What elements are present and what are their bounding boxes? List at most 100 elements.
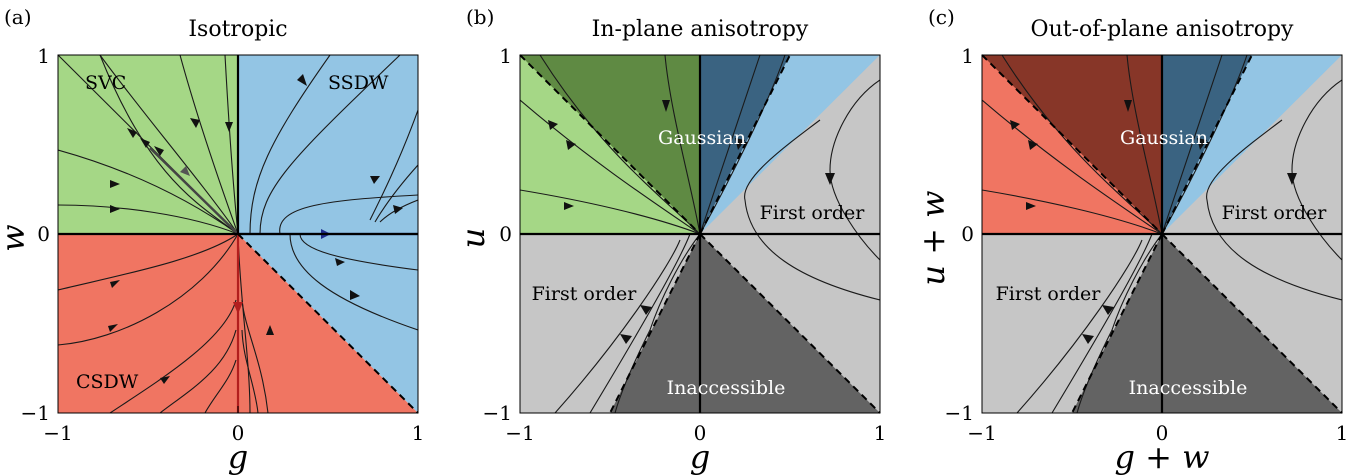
arrowhead — [1124, 100, 1132, 112]
panel-c: (c) Out-of-plane anisotropy Gaussian Fir… — [914, 5, 1348, 476]
flow-line — [982, 99, 1163, 235]
arrowhead — [1197, 138, 1207, 150]
arrowhead — [1287, 173, 1297, 185]
region-label-svc: SVC — [85, 72, 126, 94]
arrowhead — [108, 324, 118, 332]
panel-b: (b) In-plane anisotropy Gaussian First o… — [454, 5, 886, 476]
flow-line — [982, 189, 1163, 235]
flow-line — [204, 359, 237, 413]
arrowhead — [564, 202, 574, 210]
flow-line — [179, 55, 239, 235]
arrowhead — [225, 122, 233, 132]
flow-line — [520, 99, 701, 235]
flow-line — [1206, 119, 1342, 301]
arrowhead — [266, 325, 274, 335]
flow-line — [1161, 55, 1248, 235]
ytick-label: −1 — [21, 401, 50, 425]
ticks — [519, 54, 881, 414]
arrowhead — [110, 205, 120, 213]
flow-line — [58, 233, 239, 346]
flow-line — [829, 79, 880, 261]
flow-line — [259, 55, 401, 235]
arrowhead — [735, 138, 745, 150]
flow-line — [699, 55, 786, 235]
arrowhead — [140, 138, 150, 148]
region-label-first-order: First order — [760, 202, 866, 224]
first-order-right-region — [700, 55, 880, 234]
flow-line — [664, 55, 701, 235]
panel-title: In-plane anisotropy — [592, 17, 809, 42]
ytick-label: −1 — [483, 401, 512, 425]
flow-line — [58, 149, 239, 235]
flow-line — [99, 55, 239, 235]
y-axis-label: w — [0, 224, 32, 251]
arrowhead — [1102, 305, 1114, 315]
ticks — [981, 54, 1343, 414]
arrowhead — [1028, 140, 1038, 150]
ticks — [57, 54, 419, 414]
flow-line — [279, 194, 418, 235]
flow-line — [241, 329, 259, 413]
flow-line — [1051, 233, 1153, 413]
xtick-label: −1 — [43, 421, 72, 445]
flow-line — [299, 233, 418, 271]
panel-title: Out-of-plane anisotropy — [1031, 17, 1294, 42]
region-label-gaussian: Gaussian — [658, 127, 746, 149]
arrowhead — [620, 334, 632, 344]
bold-flow-arrow-gray — [149, 147, 239, 235]
flow-line — [1076, 233, 1163, 413]
xtick-label: 0 — [694, 421, 707, 445]
arrowhead — [1010, 120, 1020, 130]
xtick-label: 1 — [412, 421, 425, 445]
flow-line — [289, 233, 418, 331]
dashed-boundary — [1161, 233, 1343, 414]
flow-line — [109, 299, 237, 413]
arrowhead — [110, 280, 120, 288]
ssdw-region — [238, 55, 418, 234]
flow-line — [224, 55, 239, 235]
arrowhead — [127, 128, 137, 138]
flow-line — [744, 119, 880, 301]
arrowhead — [1026, 202, 1036, 210]
dashed-boundary — [609, 233, 701, 414]
panel-letter: (b) — [466, 5, 494, 29]
flow-line — [1016, 239, 1143, 413]
region-label-inaccessible: Inaccessible — [667, 377, 786, 399]
region-label-ssdw: SSDW — [328, 72, 389, 94]
flow-line — [1291, 79, 1342, 261]
arrowhead — [335, 258, 345, 266]
xtick-label: 1 — [1336, 421, 1349, 445]
flow-line — [249, 55, 331, 235]
xtick-label: −1 — [967, 421, 996, 445]
ytick-label: −1 — [945, 401, 974, 425]
dashed-boundary — [1071, 233, 1163, 414]
arrowhead — [1082, 334, 1094, 344]
xtick-label: 0 — [232, 421, 245, 445]
panel-letter: (c) — [928, 5, 955, 29]
arrowhead — [180, 166, 190, 176]
flow-line — [159, 329, 237, 413]
xtick-label: 1 — [874, 421, 887, 445]
panel-title: Isotropic — [188, 17, 287, 42]
region-label-first-order: First order — [1222, 202, 1328, 224]
region-label-csdw: CSDW — [76, 371, 139, 393]
ytick-label: 1 — [37, 44, 50, 68]
ytick-label: 1 — [499, 44, 512, 68]
flow-line — [58, 204, 239, 235]
dashed-boundary — [519, 54, 701, 235]
dashed-boundary — [1161, 54, 1253, 235]
y-axis-label: u + w — [914, 190, 952, 285]
ytick-label: 0 — [37, 222, 50, 246]
arrowhead — [548, 120, 558, 130]
flow-line — [699, 55, 761, 235]
arrowhead — [297, 74, 307, 86]
ytick-label: 1 — [961, 44, 974, 68]
region-label-first-order: First order — [532, 283, 638, 305]
xtick-label: 0 — [1156, 421, 1169, 445]
arrowhead — [154, 146, 164, 156]
arrowhead — [110, 180, 120, 188]
arrowhead — [640, 305, 652, 315]
x-axis-label: g — [690, 438, 710, 476]
arrowhead — [662, 100, 670, 112]
